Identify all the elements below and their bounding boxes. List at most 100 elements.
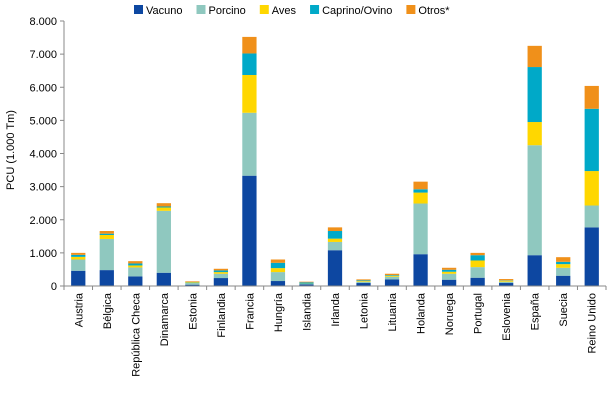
- x-tick-label: Finlandia: [216, 292, 228, 338]
- legend-swatch: [134, 5, 143, 14]
- bars: [71, 36, 599, 286]
- bar-segment: [584, 171, 599, 206]
- bar-segment: [270, 281, 286, 286]
- bar-segment: [128, 276, 143, 286]
- bar-segment: [556, 267, 571, 276]
- bar-segment: [584, 205, 599, 228]
- bar-segment: [99, 231, 114, 234]
- bar-segment: [470, 260, 485, 268]
- bar-segment: [327, 250, 343, 286]
- y-tick-label: 8.000: [29, 16, 57, 28]
- bar-segment: [156, 203, 171, 207]
- bar-segment: [441, 279, 457, 286]
- bar-segment: [99, 270, 114, 286]
- bar-segment: [527, 122, 542, 146]
- bar-segment: [413, 192, 428, 204]
- bar-segment: [441, 271, 457, 274]
- bar-segment: [242, 36, 257, 54]
- bar-segment: [71, 259, 86, 271]
- bar-segment: [527, 45, 542, 68]
- x-tick-label: Austria: [73, 292, 85, 327]
- bar-segment: [441, 269, 457, 272]
- legend-label: Caprino/Ovino: [322, 5, 392, 17]
- x-tick-label: Estonia: [187, 292, 199, 330]
- bar-segment: [470, 252, 485, 256]
- bar-segment: [584, 227, 599, 286]
- bar-segment: [71, 256, 86, 260]
- bar-segment: [185, 282, 200, 284]
- bar-segment: [356, 280, 371, 282]
- bar-segment: [270, 259, 286, 263]
- x-tick-label: Letonia: [359, 292, 371, 329]
- bar-segment: [470, 255, 485, 261]
- x-tick-label: Hungría: [273, 292, 285, 332]
- legend-label: Porcino: [209, 5, 246, 17]
- bar-segment: [441, 267, 457, 270]
- bar-segment: [156, 207, 171, 211]
- x-tick-label: Suecia: [558, 292, 570, 327]
- bar-segment: [128, 265, 143, 268]
- bar-segment: [99, 233, 114, 235]
- bar-segment: [270, 268, 286, 273]
- x-tick-label: Reino Unido: [587, 293, 599, 354]
- bar-segment: [356, 281, 371, 284]
- bar-segment: [213, 268, 229, 271]
- bar-segment: [299, 282, 314, 284]
- x-tick-label: Portugal: [473, 293, 485, 334]
- bar-segment: [270, 262, 286, 269]
- bar-segment: [556, 275, 571, 286]
- y-tick-label: 1.000: [29, 248, 57, 260]
- x-tick-label: Lituania: [387, 292, 399, 331]
- bar-segment: [527, 255, 542, 286]
- bar-segment: [413, 254, 428, 286]
- bar-segment: [99, 234, 114, 239]
- x-tick-label: República Checa: [130, 292, 142, 377]
- x-tick-label: Holanda: [416, 292, 428, 334]
- x-tick-label: Francia: [244, 292, 256, 330]
- bar-segment: [499, 280, 514, 282]
- bar-segment: [156, 206, 171, 208]
- bar-segment: [299, 281, 314, 283]
- bar-segment: [242, 74, 257, 113]
- bar-segment: [413, 203, 428, 255]
- y-tick-label: 5.000: [29, 115, 57, 127]
- legend-label: Vacuno: [146, 5, 183, 17]
- bar-segment: [441, 273, 457, 280]
- bar-segment: [356, 279, 371, 281]
- bar-segment: [327, 241, 343, 251]
- bar-segment: [213, 272, 229, 274]
- bar-segment: [327, 231, 343, 239]
- legend-label: Otros*: [418, 5, 450, 17]
- bar-segment: [213, 270, 229, 273]
- bar-segment: [470, 277, 485, 286]
- bar-segment: [128, 267, 143, 277]
- x-tick-label: Islandia: [301, 292, 313, 331]
- x-tick-label: Eslovenia: [501, 292, 513, 341]
- bar-segment: [242, 175, 257, 286]
- bar-segment: [185, 281, 200, 283]
- bar-segment: [556, 257, 571, 262]
- bar-segment: [527, 145, 542, 256]
- bar-segment: [99, 238, 114, 271]
- bar-segment: [499, 279, 514, 281]
- bar-segment: [71, 270, 86, 286]
- bar-segment: [185, 284, 200, 286]
- bar-segment: [185, 283, 200, 285]
- legend-swatch: [196, 5, 206, 14]
- bar-segment: [270, 272, 286, 282]
- bar-segment: [327, 227, 343, 232]
- bar-segment: [356, 283, 371, 286]
- x-tick-label: Irlanda: [330, 292, 342, 327]
- bar-segment: [156, 210, 171, 273]
- bar-segment: [299, 284, 314, 286]
- bar-segment: [327, 238, 343, 242]
- bar-segment: [242, 112, 257, 176]
- bar-segment: [384, 273, 400, 276]
- bar-segment: [384, 275, 400, 277]
- x-tick-label: Dinamarca: [159, 292, 171, 346]
- bar-segment: [71, 252, 86, 255]
- x-tick-label: Bélgica: [102, 292, 114, 329]
- legend-swatch: [310, 5, 320, 14]
- bar-segment: [527, 67, 542, 123]
